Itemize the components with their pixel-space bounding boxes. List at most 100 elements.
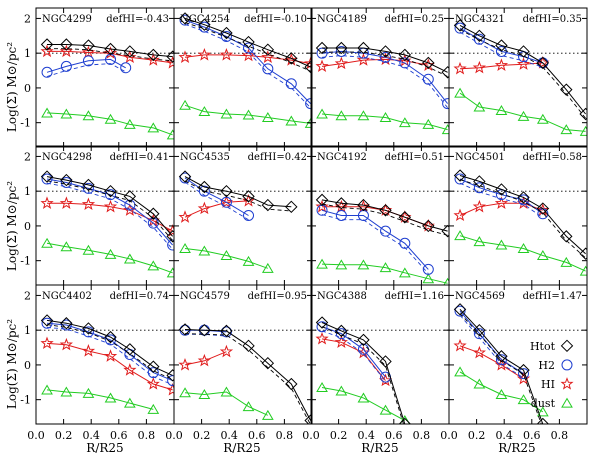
dust-point bbox=[316, 258, 328, 269]
panel-title: NGC4298 bbox=[42, 152, 92, 163]
htot-point bbox=[315, 316, 329, 329]
dust-point bbox=[379, 404, 392, 415]
htot-point bbox=[285, 200, 298, 214]
hi-point bbox=[59, 196, 73, 209]
x-tick-label: 0.2 bbox=[193, 429, 211, 442]
h2-point bbox=[41, 317, 53, 329]
dust-point bbox=[473, 378, 486, 389]
panel-title: NGC4535 bbox=[180, 152, 230, 163]
htot-line bbox=[184, 329, 312, 421]
panel-frame bbox=[448, 145, 588, 286]
h2-line bbox=[321, 326, 386, 378]
panel-def-label: defHI=0.25 bbox=[385, 14, 444, 25]
hi-point bbox=[472, 345, 486, 359]
h2-point bbox=[454, 173, 466, 185]
htot-point bbox=[104, 42, 117, 56]
y-axis-label: Log(Σ) M⊙/pc² bbox=[5, 42, 19, 132]
htot-point bbox=[495, 183, 508, 196]
x-tick-label: 0.6 bbox=[385, 429, 403, 442]
y-tick-label: 0 bbox=[24, 359, 31, 372]
hi-point bbox=[178, 357, 192, 371]
htot-point bbox=[536, 202, 550, 215]
hi-line bbox=[47, 202, 173, 232]
h2-point bbox=[285, 78, 297, 90]
hi-point bbox=[516, 57, 531, 70]
dust-point bbox=[473, 236, 486, 247]
h2-point bbox=[147, 367, 159, 379]
hi-point bbox=[59, 44, 73, 58]
hi-line bbox=[459, 345, 524, 380]
plot-area bbox=[40, 38, 174, 140]
htot-line bbox=[321, 199, 448, 232]
h2-model-line bbox=[321, 55, 448, 108]
panel-frame bbox=[310, 7, 450, 148]
dust-point bbox=[316, 382, 328, 393]
htot-point bbox=[536, 417, 550, 424]
hi-point bbox=[453, 61, 467, 75]
dust-line bbox=[184, 391, 269, 416]
hi-line bbox=[184, 54, 311, 65]
dust-point bbox=[261, 111, 274, 122]
hi-point bbox=[59, 337, 73, 351]
h2-point bbox=[335, 328, 347, 340]
dust-point bbox=[198, 388, 211, 399]
h2-point bbox=[198, 185, 210, 197]
x-tick-label: 0.6 bbox=[248, 429, 266, 442]
h2-point bbox=[82, 55, 94, 67]
hi-point bbox=[334, 335, 348, 348]
x-tick-label: 0.8 bbox=[551, 429, 569, 442]
dust-point bbox=[536, 249, 549, 260]
h2-line bbox=[46, 178, 173, 246]
panel-frame bbox=[173, 284, 313, 425]
panel-title: NGC4569 bbox=[455, 291, 505, 302]
dust-line bbox=[321, 387, 406, 421]
plot-area bbox=[315, 193, 449, 285]
plot-area bbox=[315, 41, 449, 135]
h2-point bbox=[60, 176, 72, 188]
htot-point bbox=[398, 211, 412, 224]
htot-point bbox=[560, 83, 573, 96]
htot-point bbox=[453, 169, 467, 182]
dust-point bbox=[443, 277, 449, 285]
htot-point bbox=[60, 173, 73, 187]
hi-point bbox=[241, 48, 256, 62]
htot-point bbox=[357, 333, 370, 347]
legend-label: H2 bbox=[538, 359, 555, 372]
hi-line bbox=[459, 62, 543, 70]
htot-point bbox=[82, 178, 95, 192]
x-axis-label: R/R25 bbox=[498, 441, 535, 455]
htot-model-line bbox=[321, 326, 404, 424]
dust-point bbox=[473, 101, 486, 112]
hi-point bbox=[146, 377, 160, 390]
x-tick-label: 0.0 bbox=[27, 429, 45, 442]
htot-point bbox=[166, 369, 174, 382]
hi-point bbox=[81, 344, 96, 357]
dust-point bbox=[536, 113, 549, 124]
x-tick-label: 0.0 bbox=[302, 429, 320, 442]
htot-point bbox=[40, 170, 54, 183]
hi-point bbox=[40, 44, 54, 58]
plot-area bbox=[315, 316, 412, 424]
x-tick-label: 0.2 bbox=[55, 429, 73, 442]
panel-frame bbox=[310, 284, 450, 425]
h2-point bbox=[120, 62, 132, 74]
plot-area bbox=[40, 170, 174, 278]
panel-frame bbox=[448, 284, 588, 425]
x-tick-label: 0.8 bbox=[413, 429, 431, 442]
h2-point bbox=[422, 73, 434, 85]
htot-line bbox=[321, 322, 406, 424]
htot-model-line bbox=[47, 48, 173, 62]
htot-point bbox=[123, 45, 137, 58]
legend-marker bbox=[561, 359, 573, 371]
h2-point bbox=[105, 189, 117, 201]
dust-line bbox=[46, 112, 173, 136]
dust-point bbox=[220, 386, 233, 397]
x-tick-label: 0.8 bbox=[276, 429, 294, 442]
dust-point bbox=[179, 243, 191, 254]
h2-point bbox=[454, 305, 466, 317]
h2-point bbox=[422, 263, 434, 275]
panel-def-label: defHI=1.47 bbox=[523, 291, 582, 302]
htot-line bbox=[322, 47, 448, 73]
plot-area bbox=[178, 323, 312, 424]
